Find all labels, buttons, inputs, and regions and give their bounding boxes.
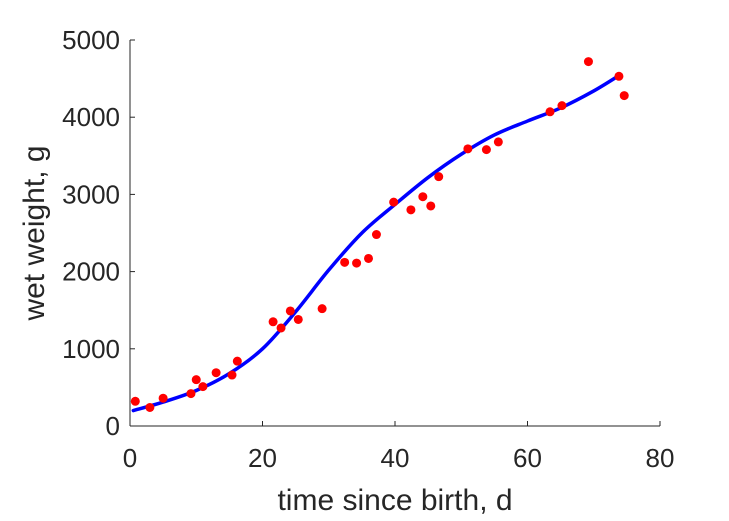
data-point	[293, 314, 303, 324]
data-point	[211, 368, 221, 378]
data-point	[352, 258, 362, 268]
x-tick-label: 80	[646, 443, 675, 473]
x-axis: 0 20 40 60 80	[123, 421, 675, 473]
y-axis: 0 1000 2000 3000 4000 5000	[62, 25, 135, 441]
y-tick-group: 0 1000 2000 3000 4000 5000	[62, 25, 135, 441]
data-point	[232, 356, 242, 366]
fit-curve	[131, 72, 622, 413]
data-point	[406, 205, 416, 215]
x-axis-title: time since birth, d	[277, 484, 512, 517]
data-point	[583, 57, 593, 67]
y-tick-label: 2000	[62, 257, 120, 287]
data-point	[434, 172, 444, 182]
data-point	[371, 230, 381, 240]
y-tick-label: 3000	[62, 179, 120, 209]
data-point	[463, 144, 473, 154]
x-tick-label: 60	[513, 443, 542, 473]
data-point	[426, 201, 436, 211]
x-tick-group: 0 20 40 60 80	[123, 421, 675, 473]
data-point	[227, 370, 237, 380]
data-point	[317, 304, 327, 314]
data-point	[340, 257, 350, 267]
x-tick-label: 40	[381, 443, 410, 473]
fit-layer	[131, 72, 622, 413]
x-tick-label: 20	[248, 443, 277, 473]
y-tick-label: 4000	[62, 102, 120, 132]
data-point	[198, 382, 208, 392]
data-point	[158, 393, 168, 403]
data-point	[145, 402, 155, 412]
data-point	[614, 71, 624, 81]
x-tick-label: 0	[123, 443, 137, 473]
y-tick-label: 1000	[62, 334, 120, 364]
data-point	[481, 145, 491, 155]
data-point	[545, 107, 555, 117]
data-point	[191, 375, 201, 385]
data-point	[418, 192, 428, 202]
data-point	[276, 323, 286, 333]
data-point	[285, 306, 295, 316]
data-point	[268, 317, 278, 327]
y-tick-label: 0	[106, 411, 120, 441]
data-point	[493, 137, 503, 147]
data-point	[364, 253, 373, 263]
data-point	[186, 389, 196, 399]
data-point	[619, 91, 629, 101]
data-point	[130, 396, 140, 406]
data-point	[557, 101, 567, 111]
points-layer	[130, 57, 629, 412]
y-tick-label: 5000	[62, 25, 120, 55]
data-point	[389, 197, 399, 207]
y-axis-title: wet weight, g	[18, 145, 51, 321]
